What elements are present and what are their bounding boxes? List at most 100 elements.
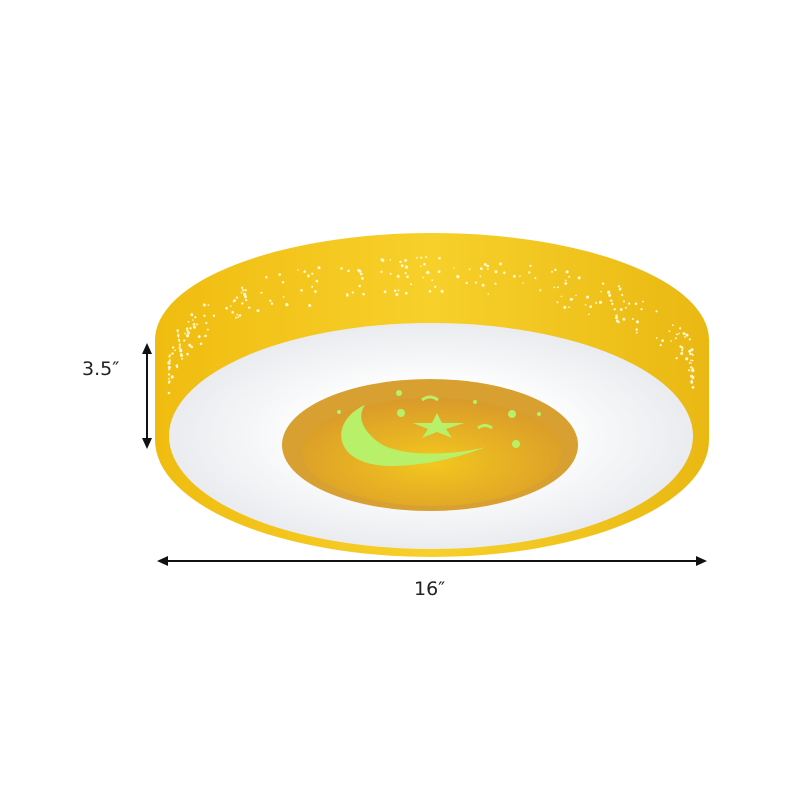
perforation-dot [494, 270, 498, 274]
perforation-dot [575, 294, 577, 297]
perforation-dot [422, 276, 424, 279]
perforation-dot [438, 256, 441, 260]
perforation-dot [194, 316, 197, 319]
perforation-dot [437, 270, 441, 273]
perforation-dot [685, 357, 689, 361]
perforation-dot [431, 279, 433, 282]
perforation-dot [346, 293, 349, 297]
perforation-dot [690, 379, 693, 382]
perforation-dot [584, 304, 587, 306]
perforation-dot [655, 310, 658, 313]
perforation-dot [168, 354, 171, 357]
perforation-dot [168, 377, 170, 380]
perforation-dot [212, 314, 216, 317]
perforation-dot [404, 272, 407, 275]
perforation-dot [400, 264, 404, 268]
perforation-dot [186, 352, 189, 356]
center-dome-inner [302, 398, 562, 506]
perforation-dot [383, 290, 387, 294]
perforation-dot [564, 282, 568, 285]
perforation-dot [241, 286, 244, 289]
height-label: 3.5″ [82, 358, 120, 380]
perforation-dot [178, 346, 181, 349]
perforation-dot [196, 323, 199, 326]
perforation-dot [568, 275, 571, 278]
perforation-dot [577, 276, 581, 280]
perforation-dot [167, 361, 171, 365]
perforation-dot [564, 279, 567, 282]
perforation-dot [621, 293, 624, 297]
perforation-dot [487, 293, 490, 295]
perforation-dot [244, 295, 247, 299]
perforation-dot [186, 334, 190, 338]
perforation-dot [189, 327, 192, 330]
perforation-dot [362, 292, 365, 296]
perforation-dot [235, 316, 237, 319]
perforation-dot [676, 333, 678, 336]
perforation-dot [465, 281, 468, 285]
perforation-dot [225, 306, 228, 310]
perforation-dot [399, 260, 402, 264]
perforation-dot [177, 338, 181, 341]
perforation-dot [179, 349, 183, 353]
perforation-dot [393, 289, 397, 293]
perforation-dot [190, 345, 193, 349]
perforation-dot [406, 275, 409, 279]
perforation-dot [244, 299, 248, 302]
perforation-dot [241, 289, 245, 292]
perforation-dot [434, 285, 437, 288]
perforation-dot [691, 353, 694, 355]
perforation-dot [512, 274, 516, 278]
star-icon [413, 413, 464, 438]
perforation-dot [565, 270, 569, 274]
perforation-dot [690, 374, 693, 378]
perforation-dot [167, 373, 171, 376]
perforation-dot [569, 297, 573, 301]
perforation-dot [260, 291, 263, 294]
perforation-dot [256, 309, 260, 313]
perforation-dot [410, 283, 412, 286]
perforation-dot [692, 377, 694, 380]
perforation-dot [563, 305, 567, 309]
perforation-dot [635, 328, 638, 331]
perforation-dot [315, 279, 319, 283]
perforation-dot [615, 314, 618, 317]
perforation-dot [300, 289, 303, 292]
perforation-dot [568, 306, 571, 309]
perforation-dot [615, 316, 618, 320]
perforation-dot [494, 282, 497, 285]
perforation-dot [631, 318, 634, 320]
perforation-dot [170, 375, 174, 379]
perforation-dot [618, 288, 621, 291]
perforation-dot [551, 270, 553, 273]
perforation-dot [207, 304, 210, 306]
perforation-dot [205, 321, 208, 325]
perforation-dot [681, 347, 684, 350]
perforation-dot [682, 332, 686, 335]
perforation-dot [655, 337, 658, 339]
perforation-dot [474, 281, 478, 284]
perforation-dot [598, 300, 603, 304]
perforation-dot [534, 277, 537, 280]
perforation-dot [281, 281, 285, 284]
perforation-dot [519, 275, 521, 278]
perforation-dot [231, 311, 234, 314]
width-dimension-arrow [157, 556, 707, 566]
perforation-dot [190, 313, 194, 317]
perforation-dot [427, 271, 430, 274]
perforation-dot [404, 259, 407, 262]
perforation-dot [661, 339, 664, 342]
perforation-dot [688, 361, 691, 364]
perforation-dot [240, 291, 243, 294]
perforation-dot [589, 305, 593, 308]
perforation-dot [479, 267, 483, 271]
perforation-pattern [167, 256, 695, 395]
perforation-dot [499, 262, 502, 266]
perforation-dot [619, 308, 623, 311]
perforation-dot [420, 256, 423, 259]
perforation-dot [192, 319, 194, 321]
perforation-dot [269, 299, 272, 302]
perforation-dot [238, 314, 242, 317]
perforation-dot [528, 271, 531, 274]
